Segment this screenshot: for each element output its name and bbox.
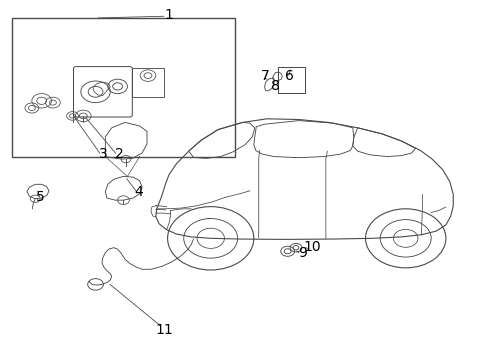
- Bar: [12, 18, 235, 157]
- Text: 11: 11: [155, 324, 173, 337]
- Text: 3: 3: [98, 147, 107, 161]
- Text: 4: 4: [134, 185, 143, 198]
- Bar: [278, 67, 305, 93]
- Text: 1: 1: [165, 8, 173, 22]
- Text: 8: 8: [271, 79, 280, 93]
- Text: 6: 6: [285, 69, 294, 82]
- Text: 5: 5: [36, 190, 45, 204]
- Text: 9: 9: [298, 246, 307, 260]
- Text: 10: 10: [304, 240, 321, 253]
- Bar: [132, 68, 164, 97]
- Text: 7: 7: [261, 69, 270, 82]
- Text: 2: 2: [115, 147, 123, 161]
